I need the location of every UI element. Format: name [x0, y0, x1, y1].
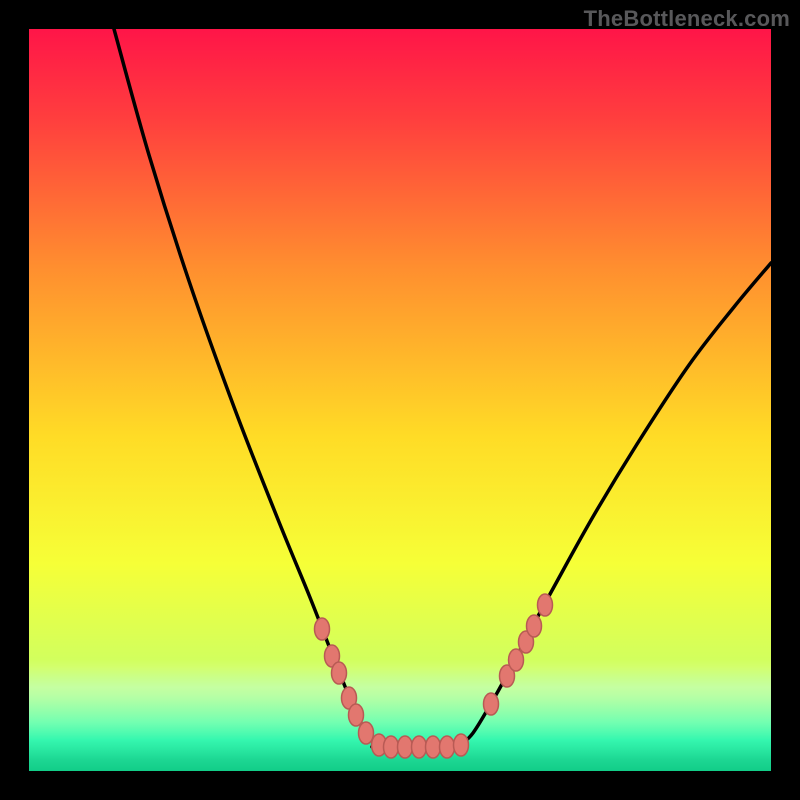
- data-marker: [412, 736, 427, 758]
- data-marker: [440, 736, 455, 758]
- watermark-text: TheBottleneck.com: [584, 6, 790, 32]
- outer-frame: TheBottleneck.com: [0, 0, 800, 800]
- data-marker: [538, 594, 553, 616]
- chart-svg: [29, 29, 771, 771]
- data-marker: [315, 618, 330, 640]
- data-marker: [484, 693, 499, 715]
- data-marker: [349, 704, 364, 726]
- data-marker: [527, 615, 542, 637]
- data-marker: [454, 734, 469, 756]
- data-marker: [426, 736, 441, 758]
- data-marker: [359, 722, 374, 744]
- data-marker: [384, 736, 399, 758]
- data-marker: [332, 662, 347, 684]
- plot-area: [29, 29, 771, 771]
- data-marker: [398, 736, 413, 758]
- data-marker: [509, 649, 524, 671]
